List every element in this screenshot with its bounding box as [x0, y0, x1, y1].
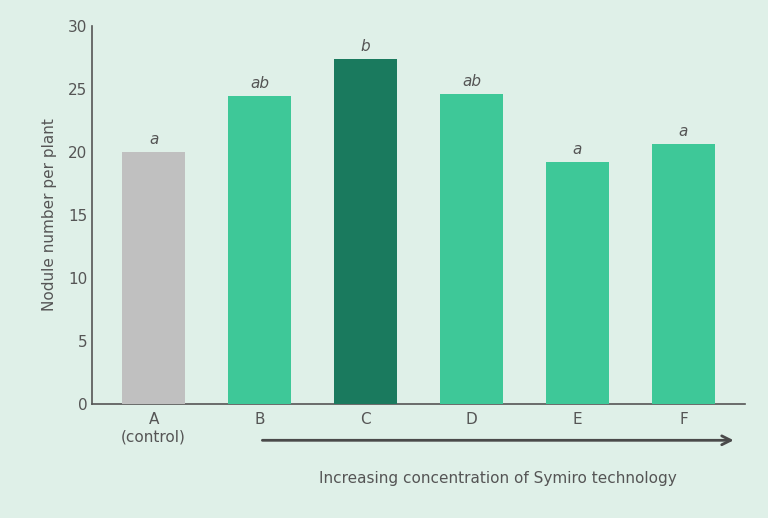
Bar: [334, 59, 397, 404]
Bar: [440, 94, 503, 404]
Bar: [652, 145, 715, 404]
Text: b: b: [361, 39, 370, 54]
Text: ab: ab: [250, 77, 269, 92]
Text: a: a: [573, 142, 582, 157]
Text: Increasing concentration of Symiro technology: Increasing concentration of Symiro techn…: [319, 471, 677, 486]
Y-axis label: Nodule number per plant: Nodule number per plant: [41, 119, 57, 311]
Text: a: a: [149, 132, 158, 147]
Text: ab: ab: [462, 74, 481, 89]
Bar: [546, 162, 609, 404]
Bar: [228, 96, 291, 404]
Bar: [122, 152, 185, 404]
Text: a: a: [679, 124, 688, 139]
